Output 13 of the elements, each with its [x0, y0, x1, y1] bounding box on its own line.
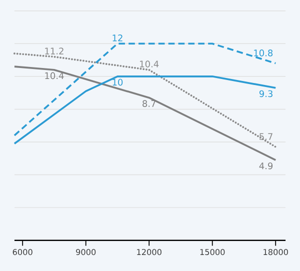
data-label: 10 [112, 78, 123, 86]
x-tick-label: 12000 [137, 248, 162, 256]
data-label: 9.3 [259, 90, 272, 98]
x-tick-label: 18000 [264, 248, 288, 256]
data-label: 11.2 [45, 48, 64, 54]
x-tick-label: 9000 [76, 248, 96, 256]
data-label: 10.4 [140, 60, 159, 68]
data-label: 4.9 [259, 162, 273, 170]
data-label: 12 [112, 34, 122, 42]
x-tick-label: 15000 [200, 248, 225, 256]
data-label: 10.4 [45, 72, 64, 80]
data-label: 10.8 [254, 50, 273, 56]
x-tick-label: 6000 [12, 248, 32, 256]
